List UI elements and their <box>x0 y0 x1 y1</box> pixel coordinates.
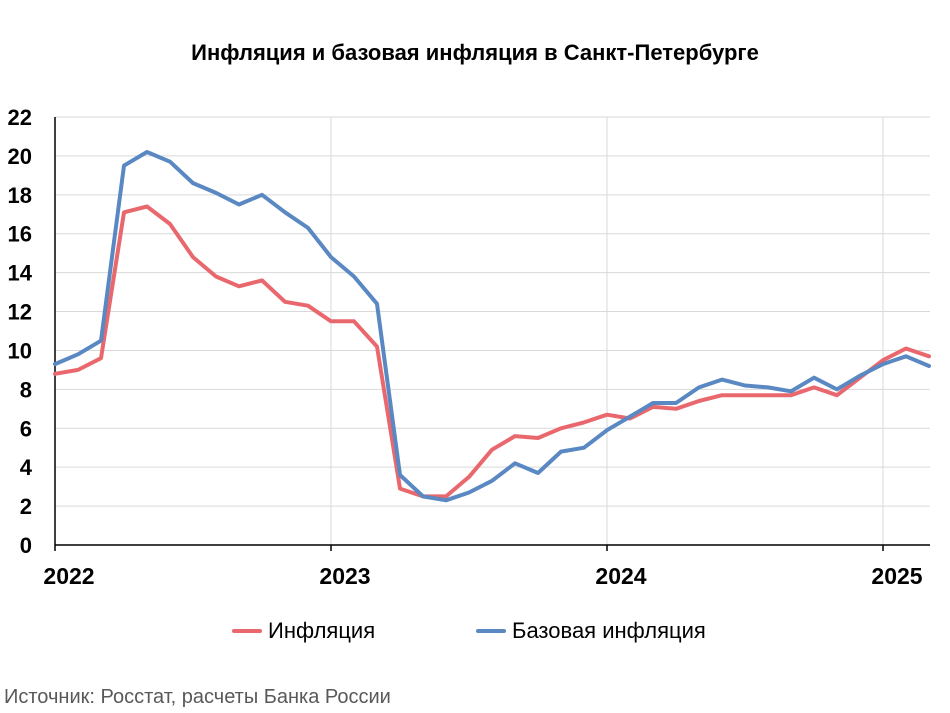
y-tick-label-14: 14 <box>8 261 33 286</box>
y-tick-label-2: 2 <box>20 494 32 519</box>
y-tick-label-10: 10 <box>8 338 32 363</box>
series-line-inflation <box>53 204 931 499</box>
legend-swatch-inflation <box>232 629 262 633</box>
legend-label-inflation: Инфляция <box>268 618 376 643</box>
chart-title: Инфляция и базовая инфляция в Санкт-Пете… <box>191 40 759 65</box>
y-tick-labels: 0 2 4 6 8 10 12 14 16 18 20 22 <box>8 105 33 558</box>
axes <box>54 117 930 551</box>
legend-item-core-inflation: Базовая инфляция <box>476 618 706 644</box>
legend-item-inflation: Инфляция <box>232 618 375 644</box>
series-lines <box>53 150 931 503</box>
x-tick-label-2022: 2022 <box>43 563 94 589</box>
source-note: Источник: Росстат, расчеты Банка России <box>4 686 391 708</box>
y-tick-label-0: 0 <box>20 533 32 558</box>
gridlines <box>55 116 930 545</box>
y-tick-label-12: 12 <box>8 300 32 325</box>
x-tick-labels: 2022 2023 2024 2025 <box>43 563 922 589</box>
y-tick-label-8: 8 <box>20 377 32 402</box>
y-tick-label-20: 20 <box>8 144 32 169</box>
y-tick-label-6: 6 <box>20 416 32 441</box>
y-tick-label-22: 22 <box>8 105 32 130</box>
x-tick-label-2024: 2024 <box>595 563 646 589</box>
y-tick-label-18: 18 <box>8 183 32 208</box>
x-tick-label-2023: 2023 <box>319 563 370 589</box>
y-tick-label-16: 16 <box>8 222 32 247</box>
x-tick-label-2025: 2025 <box>871 563 922 589</box>
legend: Инфляция Базовая инфляция <box>0 618 950 648</box>
series-line-core-inflation <box>53 150 931 503</box>
y-tick-label-4: 4 <box>20 455 33 480</box>
legend-label-core-inflation: Базовая инфляция <box>512 618 706 643</box>
legend-swatch-core-inflation <box>476 629 506 633</box>
